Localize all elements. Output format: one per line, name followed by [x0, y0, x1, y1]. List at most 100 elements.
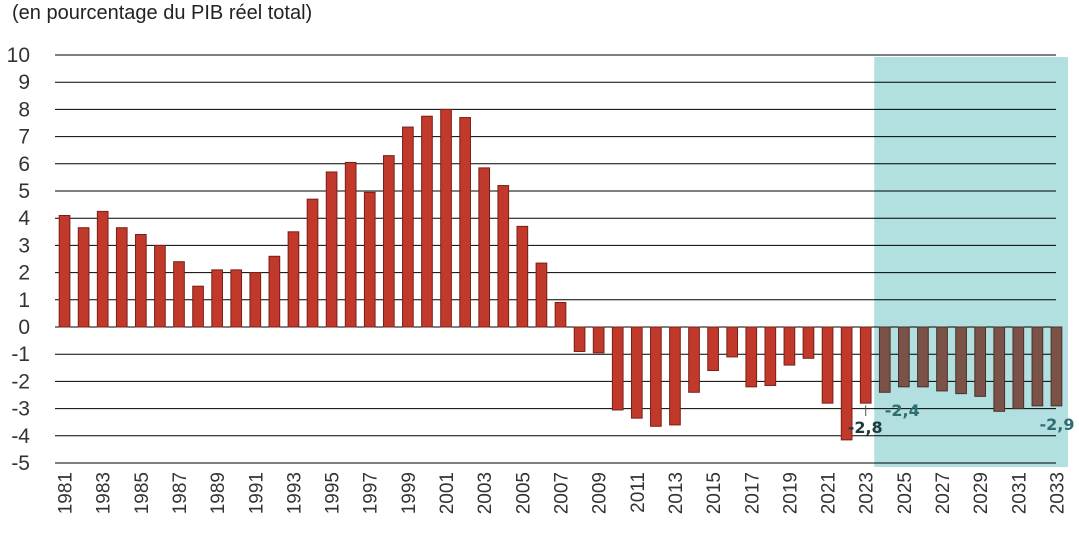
y-tick-label: 0 — [18, 316, 30, 339]
projection-bar — [1050, 326, 1063, 407]
x-tick-label: 2009 — [590, 472, 611, 514]
y-tick-label: 1 — [18, 289, 30, 312]
historical-bar — [478, 167, 491, 328]
historical-bar — [554, 302, 567, 328]
historical-bar — [592, 326, 605, 354]
historical-bar — [363, 191, 376, 328]
y-tick-label: 2 — [18, 262, 30, 285]
y-tick-label: -5 — [11, 452, 30, 475]
y-tick-label: 6 — [18, 153, 30, 176]
historical-bar — [745, 326, 758, 388]
historical-bar — [630, 326, 643, 419]
historical-bar — [230, 269, 243, 328]
x-tick-label: 2029 — [971, 472, 992, 514]
projection-bar — [898, 326, 910, 388]
x-tick-label: 2031 — [1009, 472, 1030, 514]
x-tick-label: 1985 — [132, 472, 153, 514]
y-tick-label: -1 — [11, 343, 30, 366]
historical-bar — [421, 115, 433, 328]
x-tick-label: 2021 — [819, 472, 840, 514]
x-tick-label: 2019 — [780, 472, 801, 514]
x-tick-label: 1989 — [208, 472, 229, 514]
historical-bar — [573, 326, 586, 352]
x-tick-label: 1999 — [399, 472, 420, 514]
x-tick-label: 1987 — [170, 472, 191, 514]
x-tick-label: 1993 — [284, 472, 305, 514]
y-tick-label: 3 — [18, 234, 30, 257]
historical-bar — [96, 210, 109, 328]
historical-bar — [306, 198, 319, 328]
projection-bar — [917, 326, 929, 388]
chart-subtitle: (en pourcentage du PIB réel total) — [12, 2, 313, 24]
x-tick-label: 1997 — [361, 472, 382, 514]
x-tick-label: 2013 — [666, 472, 687, 514]
x-tick-label: 2011 — [628, 472, 649, 513]
historical-bar — [325, 171, 338, 328]
x-tick-label: 2023 — [857, 472, 878, 514]
historical-bar — [211, 269, 223, 328]
projection-bar — [1031, 326, 1044, 407]
x-tick-label: 2001 — [437, 472, 458, 514]
historical-bar — [821, 326, 834, 404]
x-tick-label: 1983 — [94, 472, 115, 514]
y-tick-label: 8 — [18, 98, 30, 121]
x-tick-label: 2025 — [895, 472, 916, 514]
historical-bar — [611, 326, 624, 411]
historical-bar — [497, 185, 510, 328]
x-tick-label: 2027 — [933, 472, 954, 514]
historical-bar — [58, 214, 71, 328]
historical-bar — [173, 261, 185, 328]
historical-bar — [783, 326, 796, 366]
y-tick-label: 4 — [18, 207, 30, 230]
historical-bar — [669, 326, 681, 426]
x-tick-label: 1991 — [246, 472, 267, 514]
x-tick-label: 2033 — [1047, 472, 1068, 514]
x-tick-label: 1981 — [56, 472, 77, 514]
y-tick-label: -2 — [11, 370, 30, 393]
historical-bar — [650, 326, 662, 427]
projection-bar — [1012, 326, 1025, 410]
historical-bar — [802, 326, 815, 359]
projection-bar — [993, 326, 1006, 412]
data-label: -2,4 — [885, 401, 920, 420]
historical-bar — [859, 326, 872, 404]
y-tick-label: 9 — [18, 71, 30, 94]
historical-bar — [115, 227, 128, 328]
x-tick-label: 2003 — [475, 472, 496, 514]
x-tick-label: 2007 — [552, 472, 573, 514]
historical-bar — [134, 234, 147, 328]
historical-bar — [287, 231, 300, 328]
historical-bar — [249, 272, 262, 328]
projection-bar — [974, 326, 987, 397]
historical-bar — [459, 117, 471, 328]
y-tick-label: -4 — [11, 425, 30, 448]
historical-bar — [535, 262, 548, 328]
historical-bar — [707, 326, 719, 372]
y-tick-label: -3 — [11, 398, 30, 421]
historical-bar — [840, 326, 853, 441]
x-tick-label: 2015 — [704, 472, 725, 514]
data-label: -2,9 — [1039, 415, 1074, 434]
y-tick-label: 5 — [18, 180, 30, 203]
historical-bar — [688, 326, 700, 393]
historical-bar — [516, 225, 529, 328]
historical-bar — [154, 244, 166, 328]
historical-bar — [268, 255, 281, 328]
projection-bar — [955, 326, 967, 395]
historical-bar — [764, 326, 777, 386]
x-tick-label: 1995 — [323, 472, 344, 514]
historical-bar — [344, 161, 357, 328]
historical-bar — [192, 285, 204, 328]
x-tick-label: 2005 — [513, 472, 534, 514]
projection-bar — [878, 326, 891, 393]
historical-bar — [402, 126, 414, 328]
historical-bar — [382, 155, 395, 328]
y-tick-label: 7 — [18, 126, 30, 149]
historical-bar — [726, 326, 739, 358]
data-label: -2,8 — [848, 418, 883, 437]
projection-bar — [936, 326, 948, 392]
y-tick-label: 10 — [7, 44, 30, 67]
historical-bar — [440, 108, 452, 328]
x-tick-label: 2017 — [742, 472, 763, 514]
